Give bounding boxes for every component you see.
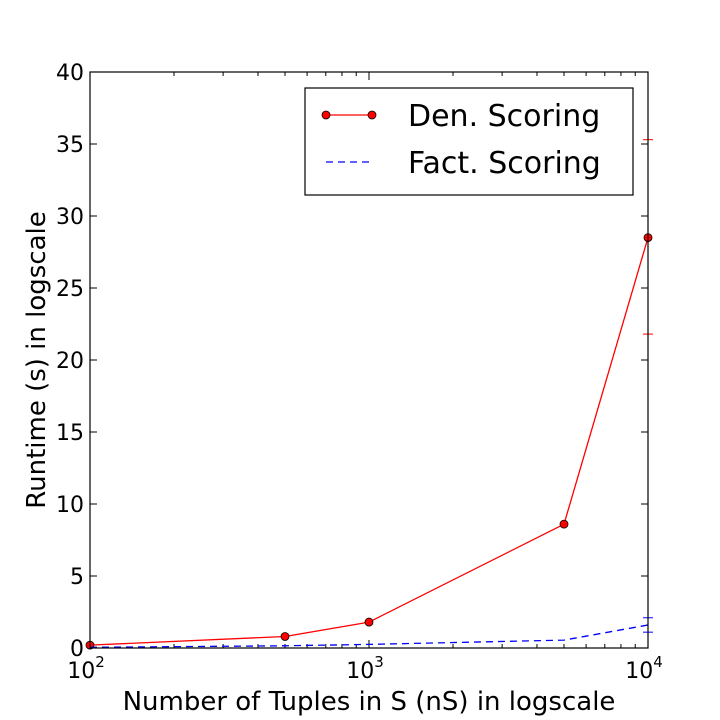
- legend-swatch-marker: [367, 110, 377, 120]
- plot-frame: [89, 71, 649, 649]
- x-tick-label: 102: [67, 653, 105, 684]
- legend-label: Fact. Scoring: [408, 146, 601, 181]
- data-point: [280, 632, 290, 641]
- x-tick-exponent: 3: [374, 653, 384, 671]
- data-point: [559, 519, 569, 529]
- data-point: [364, 617, 374, 627]
- legend-box: [304, 87, 634, 196]
- y-axis-label: Runtime (s) in logscale: [22, 211, 52, 509]
- legend-label: Den. Scoring: [408, 99, 600, 134]
- y-tick-label: 15: [56, 421, 84, 446]
- x-tick-label: 104: [625, 653, 663, 684]
- x-axis-label: Number of Tuples in S (nS) in logscale: [123, 687, 616, 717]
- series-line-0: [89, 237, 649, 646]
- x-tick-base: 10: [346, 659, 374, 684]
- x-tick-base: 10: [625, 659, 653, 684]
- y-tick-label: 40: [56, 61, 84, 86]
- y-tick-label: 25: [56, 277, 84, 302]
- y-tick-label: 30: [56, 205, 84, 230]
- x-tick-label: 103: [346, 653, 384, 684]
- y-tick-label: 0: [70, 637, 84, 662]
- x-tick-base: 10: [67, 659, 95, 684]
- legend-swatch-marker: [321, 110, 331, 120]
- y-tick-label: 20: [56, 349, 84, 374]
- y-tick-label: 35: [56, 133, 84, 158]
- x-tick-exponent: 2: [95, 653, 105, 671]
- y-tick-label: 10: [56, 493, 84, 518]
- y-tick-label: 5: [70, 565, 84, 590]
- x-tick-exponent: 4: [653, 653, 663, 671]
- series-line-1: [89, 624, 649, 648]
